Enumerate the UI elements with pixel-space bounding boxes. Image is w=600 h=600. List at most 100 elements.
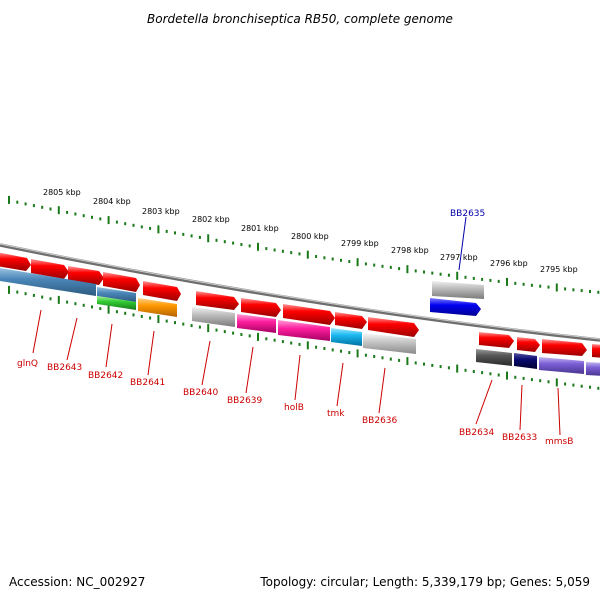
- gene-arrow[interactable]: [542, 339, 587, 356]
- gene-box[interactable]: [586, 362, 600, 376]
- kbp-ruler: 2805 kbp 2804 kbp 2803 kbp 2802 kbp 2801…: [43, 188, 578, 274]
- major-tick: [555, 378, 558, 387]
- minor-tick: [298, 252, 301, 256]
- gene-label[interactable]: BB2634: [459, 428, 495, 438]
- minor-tick: [41, 295, 44, 299]
- kbp-label: 2797 kbp: [440, 253, 478, 262]
- kbp-label: 2795 kbp: [540, 265, 578, 274]
- minor-tick: [265, 337, 268, 341]
- minor-tick: [32, 293, 35, 297]
- gene-label[interactable]: BB2635: [450, 209, 485, 219]
- minor-tick: [315, 345, 318, 349]
- major-tick: [257, 242, 259, 251]
- gene-box[interactable]: [192, 307, 235, 327]
- minor-tick: [431, 271, 434, 275]
- gene-arrow[interactable]: [479, 332, 514, 348]
- major-tick: [57, 295, 60, 304]
- minor-tick: [16, 200, 19, 204]
- gene-label[interactable]: glnQ: [17, 359, 38, 369]
- minor-tick: [389, 357, 392, 361]
- gene-box[interactable]: [514, 353, 537, 369]
- minor-tick: [174, 321, 176, 325]
- minor-tick: [240, 243, 243, 246]
- minor-tick: [431, 363, 434, 367]
- major-tick: [8, 285, 10, 294]
- minor-tick: [232, 241, 235, 245]
- gene-label[interactable]: holB: [284, 403, 304, 413]
- gene-arrow[interactable]: [283, 304, 335, 325]
- major-tick: [456, 271, 459, 280]
- minor-tick: [124, 222, 127, 226]
- gene-arrow[interactable]: [31, 259, 69, 279]
- gene-arrow[interactable]: [103, 272, 140, 292]
- kbp-label: 2800 kbp: [291, 232, 329, 241]
- gene-label[interactable]: BB2633: [502, 433, 537, 443]
- minor-tick: [223, 240, 226, 244]
- minor-tick: [547, 380, 550, 384]
- minor-tick: [182, 322, 185, 326]
- kbp-label: 2803 kbp: [142, 207, 180, 216]
- minor-tick: [82, 303, 85, 307]
- gene-arrow[interactable]: [68, 266, 104, 285]
- minor-tick: [414, 269, 417, 273]
- gene-label[interactable]: BB2643: [47, 363, 82, 373]
- gene-arrow[interactable]: [0, 252, 31, 271]
- minor-tick: [364, 262, 367, 266]
- minor-tick: [132, 223, 135, 227]
- minor-tick: [530, 378, 533, 382]
- minor-tick: [331, 348, 334, 352]
- minor-tick: [91, 305, 93, 309]
- minor-tick: [115, 310, 118, 314]
- minor-tick: [124, 311, 127, 315]
- gene-arrow[interactable]: [335, 312, 367, 329]
- gene-arrow[interactable]: [368, 317, 419, 337]
- major-tick: [356, 258, 359, 267]
- gene-label[interactable]: mmsB: [545, 437, 573, 447]
- gene-box[interactable]: [97, 287, 136, 302]
- minor-tick: [41, 205, 44, 209]
- gene-box[interactable]: [138, 298, 177, 317]
- gene-label[interactable]: BB2640: [183, 388, 219, 398]
- gene-box[interactable]: [539, 357, 584, 374]
- minor-tick: [447, 366, 450, 370]
- kbp-label: 2798 kbp: [391, 246, 429, 255]
- gene-box[interactable]: [331, 328, 362, 346]
- gene-box[interactable]: [0, 268, 96, 296]
- major-tick: [506, 277, 508, 286]
- major-tick: [157, 225, 160, 234]
- minor-tick: [140, 225, 143, 229]
- kbp-label: 2801 kbp: [241, 224, 279, 233]
- minor-tick: [82, 214, 85, 218]
- minor-tick: [497, 373, 500, 377]
- gene-label[interactable]: BB2636: [362, 416, 398, 426]
- minor-tick: [74, 302, 77, 306]
- minor-tick: [298, 342, 301, 346]
- gene-label[interactable]: tmk: [327, 409, 345, 419]
- gene-arrow[interactable]: [517, 337, 540, 352]
- gene-label[interactable]: BB2641: [130, 378, 165, 388]
- minor-tick: [74, 212, 77, 216]
- genome-title: Bordetella bronchiseptica RB50, complete…: [147, 12, 453, 26]
- minor-tick: [190, 324, 193, 328]
- minor-tick: [572, 288, 575, 292]
- gene-arrow[interactable]: [241, 298, 281, 317]
- gene-label[interactable]: BB2639: [227, 396, 263, 406]
- gene-box[interactable]: [363, 333, 416, 354]
- gene-box[interactable]: [237, 314, 276, 333]
- gene-box[interactable]: [432, 281, 484, 299]
- minor-tick: [489, 278, 492, 282]
- minor-tick: [198, 235, 201, 239]
- gene-arrow[interactable]: [592, 344, 600, 358]
- minor-tick: [398, 267, 401, 271]
- gene-arrow[interactable]: [430, 298, 481, 316]
- gene-box[interactable]: [278, 320, 330, 341]
- gene-box[interactable]: [97, 296, 136, 310]
- minor-tick: [381, 264, 384, 268]
- gene-arrow[interactable]: [143, 281, 181, 301]
- label-leader-lines: [32, 216, 561, 436]
- gene-arrow[interactable]: [196, 291, 239, 310]
- minor-tick: [564, 287, 567, 291]
- gene-label[interactable]: BB2642: [88, 371, 123, 381]
- minor-tick: [281, 249, 284, 253]
- gene-box[interactable]: [476, 349, 512, 366]
